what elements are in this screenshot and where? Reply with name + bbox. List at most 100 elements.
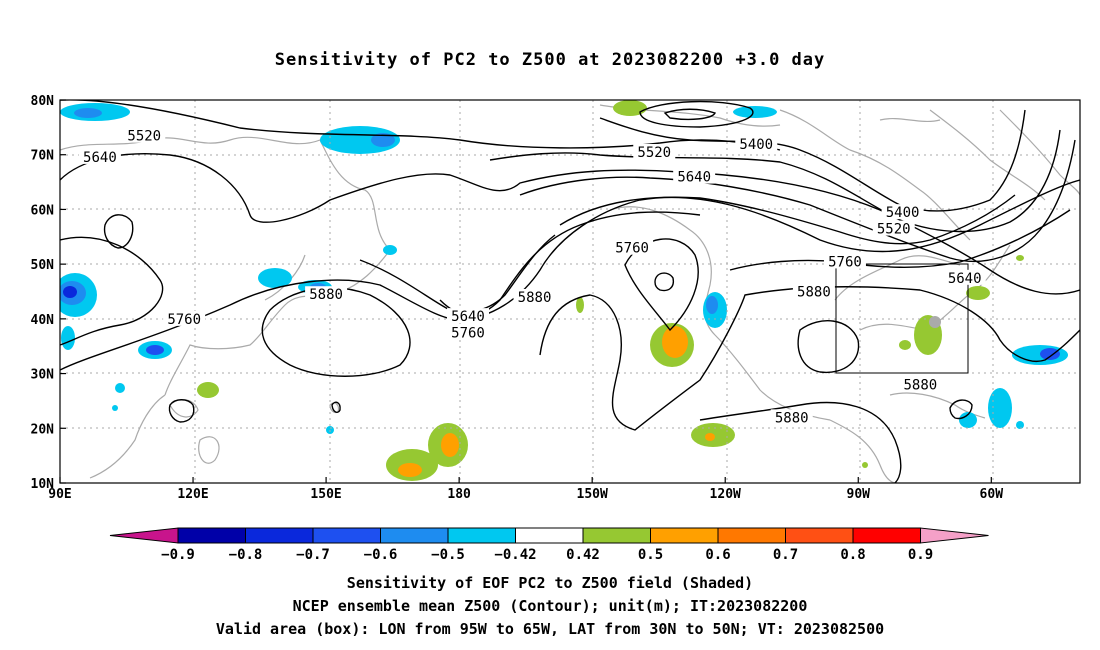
contour-low-left <box>168 399 195 423</box>
colorbar-swatch <box>515 527 584 544</box>
colorbar-low-arrow <box>109 527 179 544</box>
contour-label: 5520 <box>127 129 161 145</box>
positive-sensitivity-area <box>441 433 459 457</box>
negative-sensitivity-area <box>706 296 718 314</box>
positive-sensitivity-area <box>899 340 911 350</box>
colorbar-label: 0.5 <box>638 547 663 563</box>
colorbar-swatch <box>717 527 786 544</box>
colorbar-high-arrow <box>920 527 989 544</box>
caption-valid-area: Valid area (box): LON from 95W to 65W, L… <box>215 620 885 638</box>
negative-sensitivity-area <box>1016 421 1024 429</box>
sensitivity-shading <box>60 100 1068 481</box>
z500-contours <box>60 100 1080 483</box>
contour-label-bg <box>305 286 348 302</box>
latitude-axis: 80N 70N 60N 50N 40N 30N 20N 10N <box>31 94 66 492</box>
colorbar-label: −0.8 <box>229 547 263 563</box>
map-frame <box>59 99 1081 484</box>
negative-sensitivity-area <box>258 268 292 288</box>
lon-tick-label: 150E <box>310 487 341 502</box>
contour-label-bg <box>943 269 986 285</box>
negative-sensitivity-area <box>115 383 125 393</box>
map-background <box>60 100 1080 483</box>
lat-tick-label: 50N <box>31 258 55 273</box>
negative-sensitivity-area <box>383 245 397 255</box>
colorbar-swatch <box>650 527 719 544</box>
colorbar-label: 0.7 <box>773 547 798 563</box>
lon-tick-label: 90W <box>847 487 871 502</box>
positive-sensitivity-area <box>705 433 715 441</box>
colorbar-label: −0.42 <box>494 547 536 563</box>
contour-label: 5880 <box>309 287 343 303</box>
contour-label-bg <box>770 409 813 425</box>
positive-sensitivity-area <box>197 382 219 398</box>
colorbar: −0.9 −0.8 −0.7 −0.6 −0.5 −0.42 0.42 0.5 0.6 0.7 0.… <box>109 527 989 563</box>
positive-sensitivity-area <box>929 316 941 328</box>
contour-label-bg <box>78 148 121 164</box>
colorbar-swatch <box>380 527 449 544</box>
colorbar-swatch <box>785 527 854 544</box>
negative-sensitivity-area <box>63 286 77 298</box>
colorbar-swatch <box>582 527 651 544</box>
contour-closed-small <box>103 214 134 249</box>
negative-sensitivity-area <box>74 108 102 118</box>
contour-label-bg <box>513 288 556 304</box>
contour-label: 5640 <box>83 150 117 166</box>
contour-label: 5880 <box>797 285 831 301</box>
contour-6000-loop <box>949 399 973 420</box>
colorbar-swatch <box>447 527 516 544</box>
contour-label: 5760 <box>615 241 649 257</box>
contour-label: 5640 <box>451 309 485 325</box>
colorbar-swatch <box>312 527 381 544</box>
contour-label: 5520 <box>637 145 671 161</box>
contour-5400 <box>599 109 1026 212</box>
contour-label-bg <box>823 253 866 269</box>
contour-label-bg <box>872 220 915 236</box>
lon-tick-label: 90E <box>48 487 71 502</box>
contour-closed-small <box>663 108 716 121</box>
contour-5760-east <box>729 209 1071 271</box>
colorbar-label: 0.9 <box>908 547 933 563</box>
positive-sensitivity-area <box>398 463 422 477</box>
negative-sensitivity-area <box>112 405 118 411</box>
contour-5880 <box>699 401 902 483</box>
negative-sensitivity-area <box>959 412 977 428</box>
colorbar-swatch <box>177 527 246 544</box>
negative-sensitivity-area <box>320 126 400 154</box>
contour-label-bg <box>633 143 676 159</box>
colorbar-label: −0.6 <box>364 547 398 563</box>
contour-5640 <box>519 139 1076 262</box>
negative-sensitivity-area <box>988 388 1012 428</box>
contour-closed-small <box>639 100 754 128</box>
contour-label-bg <box>899 376 942 392</box>
contour-5760 <box>559 194 1016 245</box>
lon-tick-label: 60W <box>980 487 1004 502</box>
lat-lon-grid <box>60 100 1080 483</box>
negative-sensitivity-area <box>61 326 75 350</box>
positive-sensitivity-area <box>576 297 584 313</box>
contour-label: 5400 <box>739 137 773 153</box>
contour-label-bg <box>447 308 489 324</box>
lon-tick-label: 150W <box>577 487 608 502</box>
positive-sensitivity-area <box>966 286 990 300</box>
coastlines <box>60 104 1080 483</box>
contour-label: 5640 <box>948 271 982 287</box>
positive-sensitivity-area <box>613 100 647 116</box>
contour-5880 <box>797 320 860 374</box>
positive-sensitivity-area <box>1016 255 1024 261</box>
lat-tick-label: 10N <box>31 477 55 492</box>
contour-label-bg <box>673 168 716 184</box>
colorbar-label: 0.6 <box>705 547 730 563</box>
contour-closed-small <box>654 272 675 292</box>
contour-5760 <box>60 179 1080 371</box>
colorbar-label: −0.9 <box>161 547 195 563</box>
contour-label: 5520 <box>877 222 911 238</box>
contour-label: 5880 <box>775 410 809 426</box>
contour-5640 <box>60 153 1080 295</box>
negative-sensitivity-area <box>371 133 395 147</box>
contour-5520 <box>60 100 781 151</box>
valid-area-box <box>835 263 969 374</box>
lat-tick-label: 80N <box>31 94 55 109</box>
lat-tick-label: 70N <box>31 149 55 164</box>
